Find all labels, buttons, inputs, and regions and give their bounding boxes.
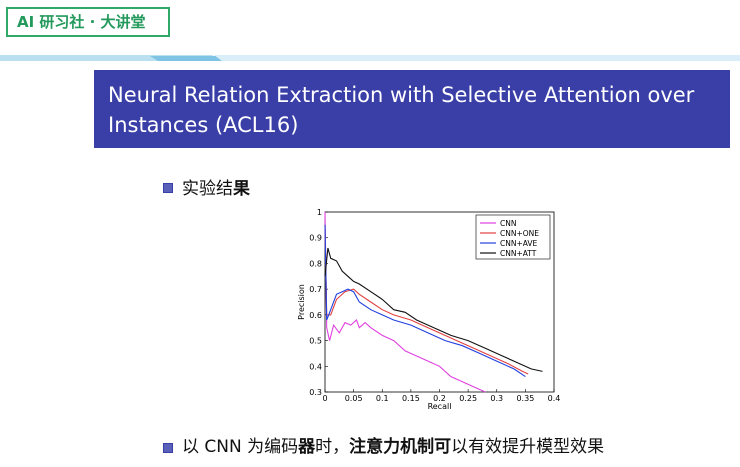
y-tick-label: 0.3 (309, 388, 322, 397)
brand-badge: AI 研习社 · 大讲堂 (6, 7, 170, 37)
legend-box (475, 214, 551, 260)
legend-label: CNN+AVE (500, 239, 538, 248)
y-tick-label: 0.8 (309, 259, 322, 268)
x-tick-label: 0.3 (490, 394, 503, 403)
y-tick-label: 1 (317, 208, 322, 217)
x-tick-label: 0 (322, 394, 327, 403)
heading-part-bold: 果 (233, 179, 250, 199)
heading-part: 实验结 (182, 179, 233, 199)
y-tick-label: 0.6 (309, 311, 322, 320)
series-line-cnn-att (324, 247, 543, 372)
x-tick-label: 0.4 (548, 394, 561, 403)
title-band (94, 70, 730, 148)
conclusion-part: 以有效提升模型效果 (451, 437, 605, 457)
conclusion-part: 以 CNN 为编码 (182, 437, 299, 457)
bullet-icon (163, 443, 173, 453)
precision-recall-chart: 0 0.05 0.1 0.15 0.2 0.25 0.3 0.35 0.4 0.3 0.4 0.5 0.… (297, 208, 561, 411)
y-tick-label: 0.5 (309, 337, 322, 346)
conclusion-part: 时， (315, 437, 350, 457)
conclusion-part: 注意力机制可 (349, 437, 452, 457)
conclusion-part: 器 (298, 437, 316, 457)
x-tick-label: 0.05 (345, 394, 363, 403)
x-tick-label: 0.25 (459, 394, 477, 403)
series-line-cnn-ave (324, 224, 526, 378)
section-heading: 实验结果 (182, 174, 250, 199)
decorative-stripes (0, 55, 740, 61)
y-axis-label: Precision (297, 284, 306, 320)
series-line-cnn-one (324, 224, 529, 375)
conclusion-text: 以 CNN 为编码器时，注意力机制可以有效提升模型效果 (182, 432, 604, 457)
legend-label: CNN+ONE (500, 229, 539, 238)
y-tick-label: 0.7 (309, 285, 322, 294)
x-tick-label: 0.35 (516, 394, 534, 403)
x-tick-label: 0.1 (376, 394, 389, 403)
slide-title: Neural Relation Extraction with Selectiv… (108, 83, 695, 137)
series-line-cnn (324, 211, 486, 393)
bullet-icon (163, 183, 173, 193)
legend-label: CNN+ATT (500, 249, 537, 258)
legend-label: CNN (500, 219, 516, 228)
x-tick-label: 0.15 (402, 394, 420, 403)
y-tick-label: 0.4 (309, 362, 322, 371)
x-axis-label: Recall (428, 402, 452, 411)
x-tick-label: 0.2 (433, 394, 446, 403)
y-tick-label: 0.9 (309, 234, 322, 243)
